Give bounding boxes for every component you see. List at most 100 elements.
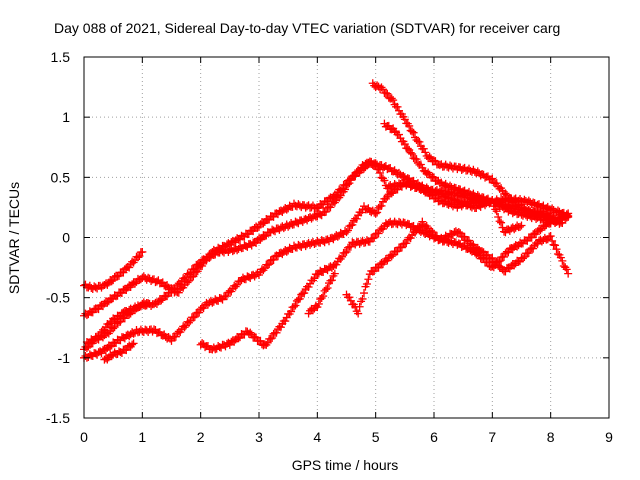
data-point <box>400 115 409 124</box>
data-point <box>546 232 555 241</box>
data-point <box>319 292 328 301</box>
data-point <box>368 234 377 243</box>
data-point <box>322 285 331 294</box>
y-tick-labels: -1.5 -1 -0.5 0 0.5 1 1.5 <box>46 49 70 426</box>
data-point <box>418 217 427 226</box>
x-tick-label: 1 <box>138 429 146 445</box>
data-point <box>498 223 507 232</box>
data-point <box>171 332 180 341</box>
data-point <box>330 269 339 278</box>
data-point <box>564 213 573 222</box>
data-point <box>106 318 115 327</box>
x-tick-label: 2 <box>197 429 205 445</box>
data-point <box>454 227 463 236</box>
data-point <box>128 340 137 349</box>
series-track-3 <box>80 157 567 354</box>
data-point <box>263 338 272 347</box>
data-point <box>351 172 360 181</box>
data-point <box>524 248 533 257</box>
x-tick-label: 7 <box>488 429 496 445</box>
data-point <box>109 324 118 333</box>
data-point <box>478 247 487 256</box>
data-point <box>527 233 536 242</box>
data-point <box>230 238 239 247</box>
data-point <box>389 96 398 105</box>
data-point <box>558 256 567 265</box>
data-point <box>548 236 557 245</box>
data-point <box>260 232 269 241</box>
x-tick-label: 4 <box>313 429 321 445</box>
data-point <box>381 88 390 97</box>
data-point <box>513 242 522 251</box>
series-track-5 <box>80 179 573 362</box>
data-point <box>323 283 332 292</box>
data-point <box>427 226 436 235</box>
data-point <box>263 261 272 270</box>
data-point <box>341 185 350 194</box>
x-tick-labels: 0 1 2 3 4 5 6 7 8 9 <box>80 429 613 445</box>
data-point <box>189 313 198 322</box>
data-point <box>504 248 513 257</box>
data-point <box>265 260 274 269</box>
data-point <box>540 222 549 231</box>
y-axis-label: SDTVAR / TECUs <box>6 182 22 294</box>
data-point <box>387 252 396 261</box>
data-point <box>269 255 278 264</box>
data-point <box>144 299 153 308</box>
data-point <box>266 334 275 343</box>
data-point <box>491 205 500 214</box>
series-track-8 <box>304 269 339 318</box>
x-axis-label: GPS time / hours <box>292 457 399 473</box>
data-points <box>80 79 573 364</box>
data-point <box>231 282 240 291</box>
data-point <box>552 245 561 254</box>
data-point <box>246 328 255 337</box>
chart-title: Day 088 of 2021, Sidereal Day-to-day VTE… <box>54 20 560 36</box>
data-point <box>180 323 189 332</box>
series-track-11 <box>380 119 526 237</box>
y-tick-label: 1 <box>62 109 70 125</box>
data-point <box>343 226 352 235</box>
x-tick-label: 5 <box>372 429 380 445</box>
data-point <box>517 221 526 230</box>
data-point <box>107 277 116 286</box>
data-point <box>195 308 204 317</box>
data-point <box>133 253 142 262</box>
data-point <box>276 323 285 332</box>
series-track-2 <box>80 247 147 293</box>
data-point <box>408 127 417 136</box>
data-point <box>419 144 428 153</box>
data-point <box>138 247 147 256</box>
data-point <box>387 94 396 103</box>
data-point <box>564 269 573 278</box>
data-point <box>171 284 180 293</box>
data-point <box>341 248 350 257</box>
data-point <box>317 294 326 303</box>
data-point <box>393 247 402 256</box>
data-point <box>514 257 523 266</box>
data-point <box>548 214 557 223</box>
x-tick-label: 9 <box>605 429 613 445</box>
data-point <box>174 288 183 297</box>
data-point <box>308 306 317 315</box>
data-point <box>505 194 514 203</box>
data-point <box>428 172 437 181</box>
data-point <box>345 179 354 188</box>
data-point <box>408 150 417 159</box>
data-point <box>167 288 176 297</box>
data-point <box>497 218 506 227</box>
data-point <box>322 207 331 216</box>
data-point <box>281 317 290 326</box>
data-point <box>536 226 545 235</box>
data-point <box>360 164 368 173</box>
series-track-9 <box>342 217 573 318</box>
data-point <box>486 197 495 206</box>
series-track-4 <box>82 298 153 348</box>
data-point <box>259 219 268 228</box>
data-point <box>234 334 243 343</box>
data-point <box>492 179 501 188</box>
data-point <box>142 298 151 307</box>
data-point <box>180 275 189 284</box>
data-point <box>495 217 504 226</box>
